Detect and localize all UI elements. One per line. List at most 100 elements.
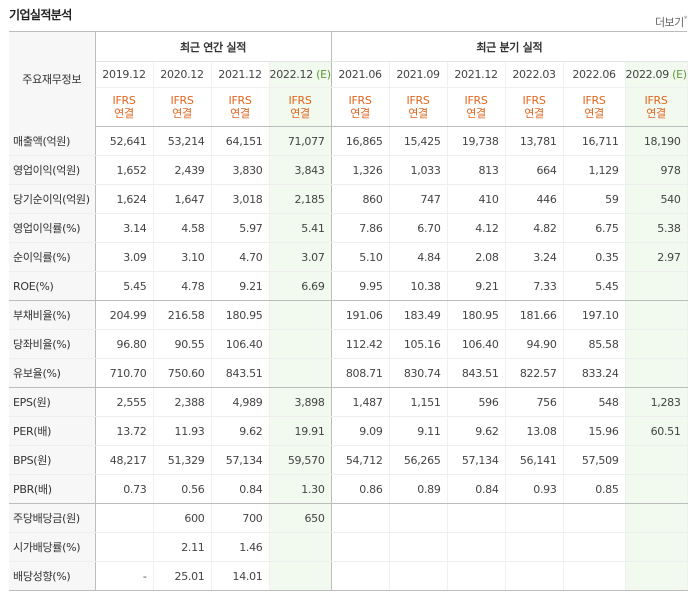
- value-cell: 5.10: [331, 242, 390, 272]
- value-cell: 0.35: [563, 242, 626, 272]
- value-cell: [447, 532, 506, 562]
- table-row: 주당배당금(원) 600 700 650: [9, 503, 688, 533]
- value-cell: [269, 358, 332, 388]
- table-row: 당좌비율(%) 96.80 90.55 106.40 112.42 105.16 106.4…: [9, 329, 688, 359]
- period-header: 2019.12: [95, 61, 154, 88]
- value-cell: [625, 358, 688, 388]
- accounting-standard: IFRS 연결: [153, 87, 212, 127]
- standard-header-row: IFRS 연결 IFRS 연결 IFRS 연결 IFRS 연결 IFRS 연결 IFRS 연결 IFRS…: [9, 87, 688, 127]
- value-cell: [625, 532, 688, 562]
- value-cell: 9.62: [447, 416, 506, 446]
- value-cell: 7.86: [331, 213, 390, 243]
- value-cell: 60.51: [625, 416, 688, 446]
- standard-line-ifrs: IFRS: [288, 94, 312, 107]
- value-cell: [389, 532, 448, 562]
- estimate-mark: (E): [312, 68, 331, 81]
- value-cell: 5.41: [269, 213, 332, 243]
- row-label: 영업이익률(%): [9, 213, 96, 243]
- value-cell: 1.30: [269, 474, 332, 504]
- value-cell: 11.93: [153, 416, 212, 446]
- value-cell: 13.72: [95, 416, 154, 446]
- value-cell: 112.42: [331, 329, 390, 359]
- accounting-standard: IFRS 연결: [389, 87, 448, 127]
- table-row: BPS(원) 48,217 51,329 57,134 59,570 54,712 56,2…: [9, 445, 688, 475]
- table-row: PER(배) 13.72 11.93 9.62 19.91 9.09 9.11 9.62 13.…: [9, 416, 688, 446]
- row-label: 주당배당금(원): [9, 503, 96, 533]
- row-label: 시가배당률(%): [9, 532, 96, 562]
- period-header: 2021.06: [331, 61, 390, 88]
- row-label: BPS(원): [9, 445, 96, 475]
- value-cell: [563, 532, 626, 562]
- standard-line-consolidated: 연결: [466, 107, 486, 120]
- value-cell: 756: [505, 387, 564, 417]
- standard-line-ifrs: IFRS: [112, 94, 136, 107]
- standard-line-ifrs: IFRS: [522, 94, 546, 107]
- standard-line-consolidated: 연결: [114, 107, 134, 120]
- period-header: 2022.06: [563, 61, 626, 88]
- standard-line-consolidated: 연결: [172, 107, 192, 120]
- value-cell: [625, 561, 688, 591]
- table-row: 시가배당률(%) 2.11 1.46: [9, 532, 688, 562]
- value-cell: 197.10: [563, 300, 626, 330]
- more-link[interactable]: 더보기*: [655, 14, 688, 30]
- row-label: 당좌비율(%): [9, 329, 96, 359]
- value-cell: 59: [563, 184, 626, 214]
- value-cell: 6.69: [269, 271, 332, 301]
- value-cell: 64,151: [211, 126, 270, 156]
- row-label: ROE(%): [9, 271, 96, 301]
- value-cell: 1,647: [153, 184, 212, 214]
- table-row: 순이익률(%) 3.09 3.10 4.70 3.07 5.10 4.84 2.08 3.24 0…: [9, 242, 688, 272]
- value-cell: 830.74: [389, 358, 448, 388]
- value-cell: 4,989: [211, 387, 270, 417]
- period-label: 2022.09: [625, 68, 670, 81]
- value-cell: 747: [389, 184, 448, 214]
- value-cell: 978: [625, 155, 688, 185]
- value-cell: 1,129: [563, 155, 626, 185]
- value-cell: [625, 271, 688, 301]
- annual-group-header: 최근 연간 실적: [95, 31, 332, 62]
- value-cell: 4.12: [447, 213, 506, 243]
- value-cell: 57,509: [563, 445, 626, 475]
- value-cell: 2.08: [447, 242, 506, 272]
- standard-line-consolidated: 연결: [230, 107, 250, 120]
- period-header: 2020.12: [153, 61, 212, 88]
- value-cell: 5.45: [563, 271, 626, 301]
- value-cell: 0.86: [331, 474, 390, 504]
- standard-line-consolidated: 연결: [646, 107, 666, 120]
- value-cell: 2,185: [269, 184, 332, 214]
- table-row: 매출액(억원) 52,641 53,214 64,151 71,077 16,865 15,…: [9, 126, 688, 156]
- value-cell: [447, 503, 506, 533]
- accounting-standard: IFRS 연결: [269, 87, 332, 127]
- value-cell: 1,624: [95, 184, 154, 214]
- table-row: PBR(배) 0.73 0.56 0.84 1.30 0.86 0.89 0.84 0.93 0.…: [9, 474, 688, 504]
- period-header: 2022.03: [505, 61, 564, 88]
- value-cell: 710.70: [95, 358, 154, 388]
- value-cell: 5.97: [211, 213, 270, 243]
- value-cell: 0.85: [563, 474, 626, 504]
- period-label: 2021.12: [454, 68, 498, 81]
- value-cell: 1,487: [331, 387, 390, 417]
- more-link-label: 더보기: [655, 16, 684, 29]
- period-header: 2021.12: [211, 61, 270, 88]
- period-label: 2019.12: [102, 68, 146, 81]
- value-cell: [625, 329, 688, 359]
- value-cell: 0.73: [95, 474, 154, 504]
- standard-line-consolidated: 연결: [408, 107, 428, 120]
- standard-line-ifrs: IFRS: [170, 94, 194, 107]
- table-row: ROE(%) 5.45 4.78 9.21 6.69 9.95 10.38 9.21 7.33 5…: [9, 271, 688, 301]
- value-cell: 9.21: [211, 271, 270, 301]
- table-row: 배당성향(%) -25.01 14.01: [9, 561, 688, 591]
- value-cell: 5.38: [625, 213, 688, 243]
- value-cell: 180.95: [211, 300, 270, 330]
- row-label: 매출액(억원): [9, 126, 96, 156]
- value-cell: 596: [447, 387, 506, 417]
- section-title: 기업실적분석: [9, 8, 72, 22]
- value-cell: 25.01: [153, 561, 212, 591]
- value-cell: [331, 532, 390, 562]
- value-cell: [625, 503, 688, 533]
- period-label: 2022.12: [269, 68, 314, 81]
- table-row: 유보율(%) 710.70 750.60 843.51 808.71 830.74 843.…: [9, 358, 688, 388]
- quarterly-group-header: 최근 분기 실적: [331, 31, 688, 62]
- value-cell: [269, 532, 332, 562]
- value-cell: 5.45: [95, 271, 154, 301]
